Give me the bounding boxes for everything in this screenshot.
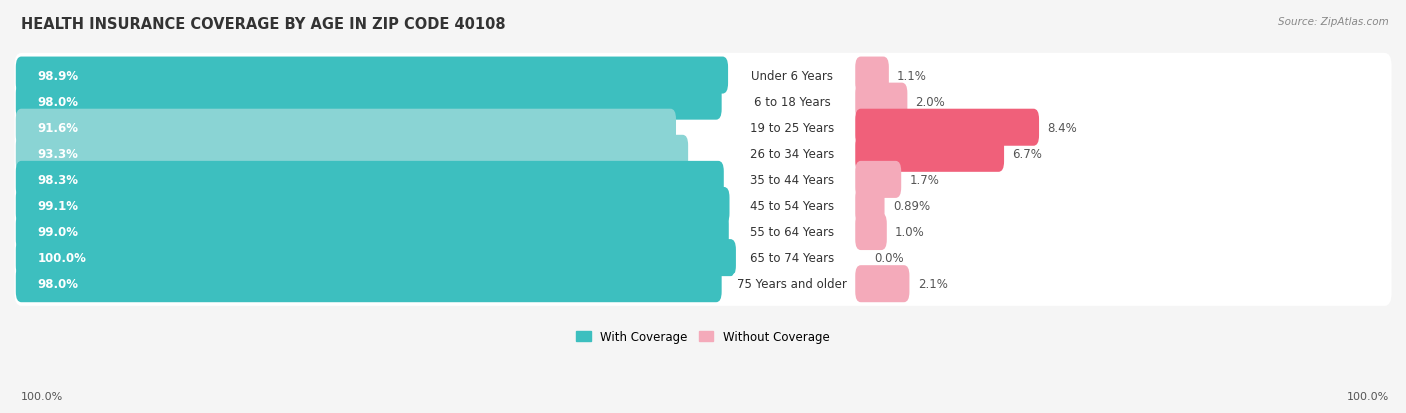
Text: 100.0%: 100.0% xyxy=(1347,391,1389,401)
FancyBboxPatch shape xyxy=(14,158,1392,202)
FancyBboxPatch shape xyxy=(15,135,688,172)
FancyBboxPatch shape xyxy=(14,132,1392,176)
Text: 6.7%: 6.7% xyxy=(1012,147,1042,160)
Text: 2.0%: 2.0% xyxy=(915,95,945,108)
Text: 0.89%: 0.89% xyxy=(893,199,929,212)
FancyBboxPatch shape xyxy=(14,236,1392,280)
Text: Source: ZipAtlas.com: Source: ZipAtlas.com xyxy=(1278,17,1389,26)
Text: 98.3%: 98.3% xyxy=(38,173,79,186)
Text: 1.0%: 1.0% xyxy=(896,225,925,238)
FancyBboxPatch shape xyxy=(14,106,1392,150)
Text: 93.3%: 93.3% xyxy=(38,147,79,160)
FancyBboxPatch shape xyxy=(855,214,887,250)
Text: 65 to 74 Years: 65 to 74 Years xyxy=(749,252,834,264)
FancyBboxPatch shape xyxy=(855,57,889,94)
FancyBboxPatch shape xyxy=(15,83,721,120)
Text: 100.0%: 100.0% xyxy=(21,391,63,401)
FancyBboxPatch shape xyxy=(15,240,735,276)
FancyBboxPatch shape xyxy=(855,135,1004,172)
FancyBboxPatch shape xyxy=(15,109,676,146)
Text: 100.0%: 100.0% xyxy=(38,252,87,264)
FancyBboxPatch shape xyxy=(14,54,1392,98)
Text: 1.7%: 1.7% xyxy=(910,173,939,186)
Text: 99.1%: 99.1% xyxy=(38,199,79,212)
Text: 0.0%: 0.0% xyxy=(875,252,904,264)
Text: 6 to 18 Years: 6 to 18 Years xyxy=(754,95,831,108)
FancyBboxPatch shape xyxy=(15,57,728,94)
Text: 99.0%: 99.0% xyxy=(38,225,79,238)
Text: 98.0%: 98.0% xyxy=(38,95,79,108)
FancyBboxPatch shape xyxy=(15,214,728,250)
Text: HEALTH INSURANCE COVERAGE BY AGE IN ZIP CODE 40108: HEALTH INSURANCE COVERAGE BY AGE IN ZIP … xyxy=(21,17,506,31)
FancyBboxPatch shape xyxy=(14,184,1392,228)
FancyBboxPatch shape xyxy=(855,83,907,120)
FancyBboxPatch shape xyxy=(855,266,910,302)
Text: 91.6%: 91.6% xyxy=(38,121,79,134)
FancyBboxPatch shape xyxy=(14,262,1392,306)
Text: 1.1%: 1.1% xyxy=(897,69,927,82)
Text: 35 to 44 Years: 35 to 44 Years xyxy=(749,173,834,186)
FancyBboxPatch shape xyxy=(855,161,901,198)
Text: 55 to 64 Years: 55 to 64 Years xyxy=(749,225,834,238)
FancyBboxPatch shape xyxy=(15,188,730,224)
Text: 98.0%: 98.0% xyxy=(38,278,79,290)
Text: 26 to 34 Years: 26 to 34 Years xyxy=(749,147,834,160)
Text: 98.9%: 98.9% xyxy=(38,69,79,82)
Text: 8.4%: 8.4% xyxy=(1047,121,1077,134)
Legend: With Coverage, Without Coverage: With Coverage, Without Coverage xyxy=(572,326,834,348)
FancyBboxPatch shape xyxy=(14,80,1392,124)
FancyBboxPatch shape xyxy=(855,109,1039,146)
Text: Under 6 Years: Under 6 Years xyxy=(751,69,834,82)
FancyBboxPatch shape xyxy=(15,161,724,198)
Text: 45 to 54 Years: 45 to 54 Years xyxy=(749,199,834,212)
Text: 19 to 25 Years: 19 to 25 Years xyxy=(749,121,834,134)
FancyBboxPatch shape xyxy=(855,188,884,224)
FancyBboxPatch shape xyxy=(14,210,1392,254)
Text: 75 Years and older: 75 Years and older xyxy=(737,278,846,290)
FancyBboxPatch shape xyxy=(15,266,721,302)
Text: 2.1%: 2.1% xyxy=(918,278,948,290)
